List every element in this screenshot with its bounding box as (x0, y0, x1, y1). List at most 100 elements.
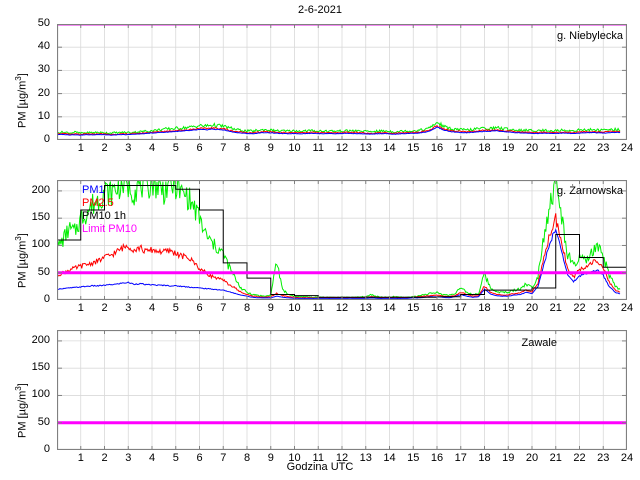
x-tick-label: 19 (502, 142, 515, 154)
ylabel-sup-0: 3 (14, 76, 23, 81)
series-pm25 (57, 213, 621, 299)
x-tick-label: 15 (407, 142, 420, 154)
x-tick-label: 8 (243, 142, 251, 154)
x-tick-label: 12 (335, 452, 349, 464)
series-pm1 (57, 228, 621, 299)
y-tick-label: 50 (37, 265, 50, 278)
x-tick-label: 18 (478, 302, 491, 314)
x-tick-label: 18 (478, 142, 491, 154)
x-tick-label: 14 (383, 142, 396, 154)
x-tick-label: 4 (148, 302, 156, 314)
y-tick-label: 20 (37, 86, 50, 99)
panel-zawale (57, 330, 627, 450)
x-tick-label: 5 (172, 302, 179, 314)
station-label-zarnowska: g. Żarnowska (556, 185, 623, 197)
x-tick-label: 10 (288, 302, 301, 314)
x-axis-label: Godzina UTC (286, 461, 354, 473)
y-tick-label: 10 (37, 109, 50, 122)
panel-niebylecka (57, 24, 627, 140)
y-tick-label: 50 (37, 17, 50, 29)
x-tick-label: 6 (196, 142, 203, 154)
x-tick-label: 1 (77, 452, 84, 464)
x-tick-label: 21 (549, 452, 562, 464)
y-tick-label: 0 (43, 293, 50, 305)
panel-zawale-plot (57, 330, 627, 450)
x-tick-label: 24 (620, 142, 634, 154)
x-tick-label: 8 (243, 302, 251, 314)
x-tick-label: 5 (172, 142, 179, 154)
x-tick-label: 23 (597, 142, 610, 154)
y-tick-label: 50 (37, 415, 50, 428)
x-tick-label: 16 (430, 452, 444, 464)
x-tick-label: 13 (359, 302, 372, 314)
x-tick-label: 2 (101, 452, 108, 464)
x-tick-label: 11 (312, 302, 324, 314)
x-tick-label: 3 (125, 452, 132, 464)
x-tick-label: 1 (77, 302, 84, 314)
x-tick-label: 7 (220, 142, 227, 154)
gridlines (57, 24, 627, 140)
x-tick-label: 16 (430, 142, 444, 154)
x-tick-label: 19 (502, 302, 515, 314)
x-tick-label: 17 (454, 302, 467, 314)
x-tick-label: 14 (383, 302, 396, 314)
figure-title: 2-6-2021 (297, 4, 343, 16)
x-tick-label: 9 (267, 452, 274, 464)
panel-zarnowska-plot (57, 180, 627, 300)
legend-item-pm1: PM1 (82, 184, 105, 196)
x-tick-label: 12 (335, 142, 349, 154)
x-tick-label: 5 (172, 452, 179, 464)
x-tick-label: 12 (335, 302, 349, 314)
y-tick-label: 30 (37, 63, 50, 76)
x-tick-label: 23 (597, 452, 610, 464)
x-tick-label: 14 (383, 452, 396, 464)
x-tick-label: 17 (454, 452, 467, 464)
y-tick-label: 0 (43, 133, 50, 145)
x-tick-label: 9 (267, 302, 274, 314)
x-tick-label: 20 (525, 302, 539, 314)
station-label-zawale: Zawale (521, 337, 557, 349)
x-tick-label: 11 (312, 452, 324, 464)
series-pm1 (57, 126, 621, 136)
ylabel-close-2: ] (16, 383, 29, 387)
x-tick-label: 22 (573, 302, 586, 314)
x-tick-label: 10 (288, 452, 301, 464)
x-tick-label: 20 (525, 142, 539, 154)
x-tick-label: 20 (525, 452, 539, 464)
x-tick-label: 9 (267, 142, 274, 154)
x-tick-label: 15 (407, 302, 420, 314)
x-tick-label: 17 (454, 142, 467, 154)
station-label-niebylecka: g. Niebylecka (556, 30, 623, 42)
x-tick-label: 15 (407, 452, 420, 464)
legend-item-pm101h: PM10 1h (82, 210, 127, 222)
x-tick-label: 21 (549, 302, 562, 314)
x-tick-label: 13 (359, 452, 372, 464)
x-tick-label: 4 (148, 142, 156, 154)
x-tick-label: 6 (196, 452, 203, 464)
x-tick-label: 8 (243, 452, 251, 464)
y-tick-label: 100 (31, 238, 50, 251)
y-tick-label: 200 (31, 333, 50, 346)
legend-item-pm25: PM2.5 (82, 197, 114, 209)
x-tick-label: 2 (101, 302, 108, 314)
ylabel-close-1: ] (16, 233, 29, 237)
x-tick-label: 19 (502, 452, 515, 464)
x-tick-label: 4 (148, 452, 156, 464)
x-tick-label: 7 (220, 452, 227, 464)
y-tick-label: 100 (31, 388, 50, 401)
x-tick-label: 3 (125, 142, 132, 154)
x-tick-label: 11 (312, 142, 324, 154)
y-tick-label: 150 (31, 211, 50, 224)
panel-niebylecka-plot (57, 24, 627, 140)
x-tick-label: 22 (573, 452, 586, 464)
x-tick-label: 21 (549, 142, 562, 154)
x-tick-label: 6 (196, 302, 203, 314)
series-pm10 (57, 121, 621, 135)
x-tick-label: 24 (620, 452, 634, 464)
x-tick-label: 18 (478, 452, 491, 464)
x-tick-label: 3 (125, 302, 132, 314)
x-tick-label: 13 (359, 142, 372, 154)
legend-item-limitpm10: Limit PM10 (82, 223, 138, 235)
x-tick-label: 16 (430, 302, 444, 314)
